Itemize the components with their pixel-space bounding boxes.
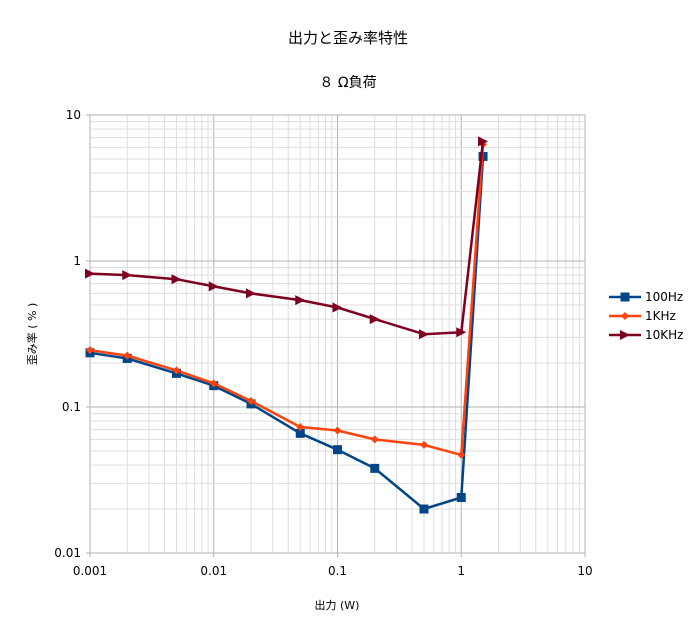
data-point-1khz [419, 440, 428, 449]
data-point-100hz [295, 428, 305, 438]
data-point-10khz [208, 281, 219, 292]
data-point-1khz [86, 346, 94, 355]
data-point-100hz [419, 504, 429, 514]
data-point-1khz [123, 351, 132, 360]
data-point-1khz [247, 396, 256, 405]
data-point-10khz [478, 136, 489, 147]
data-point-100hz [370, 463, 380, 473]
legend-marker [621, 312, 629, 320]
y-axis-label: 歪み率 ( % ) [25, 303, 39, 366]
series-10khz [85, 136, 489, 340]
y-tick-label: 10 [66, 108, 81, 122]
legend-item-1khz: 1KHz [609, 309, 676, 323]
data-point-1khz [333, 426, 342, 435]
legend-marker [620, 330, 630, 340]
tick-labels: 0.001 0.01 0.1 1 10 0.01 0.1 1 10 [54, 108, 592, 578]
x-tick-label: 0.01 [200, 564, 227, 578]
legend-item-10khz: 10KHz [609, 328, 683, 342]
data-point-10khz [171, 274, 182, 285]
data-point-1khz [172, 366, 181, 375]
y-tick-label: 0.01 [54, 546, 81, 560]
y-tick-label: 1 [73, 254, 81, 268]
x-tick-label: 10 [577, 564, 592, 578]
x-tick-label: 0.001 [73, 564, 107, 578]
legend-label: 1KHz [645, 309, 676, 323]
chart-title: 出力と歪み率特性 [288, 29, 408, 47]
data-point-10khz [295, 295, 306, 306]
series-1khz [86, 140, 488, 459]
series [85, 136, 489, 514]
data-point-1khz [209, 379, 218, 388]
legend-item-100hz: 100Hz [609, 290, 683, 304]
data-point-1khz [296, 422, 305, 431]
x-axis-label: 出力 (W) [315, 598, 360, 612]
data-point-10khz [246, 288, 257, 299]
data-point-10khz [332, 302, 343, 313]
data-point-10khz [418, 329, 429, 340]
data-point-100hz [456, 492, 466, 502]
legend-label: 10KHz [645, 328, 683, 342]
data-point-10khz [85, 268, 95, 279]
data-point-10khz [369, 314, 380, 325]
data-point-10khz [122, 270, 133, 281]
legend-marker [620, 292, 630, 302]
legend: 100Hz 1KHz 10KHz [609, 290, 683, 342]
x-tick-label: 0.1 [328, 564, 347, 578]
grid [89, 115, 585, 554]
series-100hz [85, 151, 488, 514]
x-tick-label: 1 [457, 564, 465, 578]
data-point-1khz [457, 450, 466, 459]
chart-subtitle: ８ Ω負荷 [319, 75, 376, 91]
legend-label: 100Hz [645, 290, 683, 304]
data-point-1khz [370, 435, 379, 444]
y-tick-label: 0.1 [62, 400, 81, 414]
data-point-100hz [333, 445, 342, 455]
data-point-10khz [456, 327, 467, 338]
